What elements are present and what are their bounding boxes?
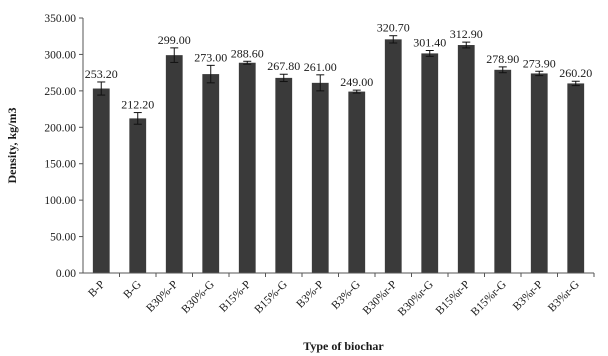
data-label: 261.00: [304, 60, 337, 74]
error-bar: [243, 60, 252, 65]
y-tick-label: 150.00: [44, 159, 76, 171]
bars: [92, 39, 585, 274]
y-tick-label: 350.00: [44, 13, 76, 25]
bar: [202, 74, 220, 273]
error-bar: [97, 81, 106, 96]
error-bar: [425, 49, 434, 57]
error-bars: [97, 35, 580, 125]
error-bar: [352, 89, 361, 94]
y-tick-label: 50.00: [50, 232, 76, 244]
x-tick-label: B15%r-P: [434, 279, 473, 318]
error-bar: [462, 41, 471, 49]
data-label: 249.00: [340, 75, 373, 89]
x-tick-label: B3%r-G: [546, 279, 582, 315]
bar: [384, 39, 402, 274]
bar: [494, 69, 512, 274]
bar: [567, 83, 585, 273]
error-bar: [279, 73, 288, 83]
x-tick-label: B-G: [121, 279, 143, 301]
data-label: 273.90: [523, 56, 556, 70]
bar: [238, 62, 256, 274]
x-tick-label: B3%-P: [294, 279, 326, 311]
data-label: 312.90: [450, 27, 483, 41]
x-tick-label: B15%r-G: [469, 279, 509, 319]
error-bar: [133, 112, 142, 125]
data-label: 288.60: [231, 46, 264, 60]
y-tick-label: 250.00: [44, 86, 76, 98]
data-label: 253.20: [85, 67, 118, 81]
error-bar: [316, 74, 325, 92]
data-label: 278.90: [486, 52, 519, 66]
data-label: 301.40: [413, 35, 446, 49]
error-bar: [571, 80, 580, 87]
data-label: 267.80: [267, 59, 300, 73]
y-tick-label: 0.00: [56, 268, 76, 280]
error-bar: [389, 35, 398, 44]
bar: [165, 55, 183, 274]
y-axis-ticks: 0.00 50.00 100.00 150.00 200.00 250.00 300.00 3…: [44, 13, 83, 280]
y-axis-title: Density, kg/m3: [5, 107, 19, 183]
bar: [457, 45, 475, 273]
x-tick-label: B-P: [86, 279, 107, 300]
bar: [530, 73, 548, 274]
error-bar: [170, 47, 179, 63]
y-tick-label: 200.00: [44, 122, 76, 134]
x-tick-label: B30%r-G: [396, 279, 436, 319]
x-tick-label: B30%r-P: [361, 279, 400, 318]
data-label: 260.20: [559, 66, 592, 80]
data-label: 273.00: [194, 50, 227, 64]
x-tick-label: B15%-G: [252, 279, 289, 316]
x-axis-ticks: B-P B-G B30%-P B30%-G B15%-P B15%-G B3%-P B3%-G…: [86, 273, 595, 319]
bar: [311, 82, 329, 273]
data-label: 299.00: [158, 33, 191, 47]
x-tick-label: B3%-G: [330, 279, 363, 312]
bar: [129, 118, 147, 273]
bar: [348, 91, 366, 273]
x-tick-label: B30%-P: [144, 279, 180, 315]
x-axis-title: Type of biochar: [303, 339, 384, 353]
bar: [92, 88, 110, 273]
y-tick-label: 300.00: [44, 49, 76, 61]
error-bar: [206, 64, 215, 84]
x-tick-label: B3%r-P: [511, 279, 546, 314]
data-label: 320.70: [377, 21, 410, 35]
x-tick-label: B15%-P: [217, 279, 253, 315]
y-tick-label: 100.00: [44, 195, 76, 207]
bar: [421, 53, 439, 274]
x-tick-label: B30%-G: [179, 279, 216, 316]
error-bar: [535, 70, 544, 77]
bar: [275, 77, 293, 273]
error-bar: [498, 66, 507, 74]
data-label: 212.20: [121, 98, 154, 112]
